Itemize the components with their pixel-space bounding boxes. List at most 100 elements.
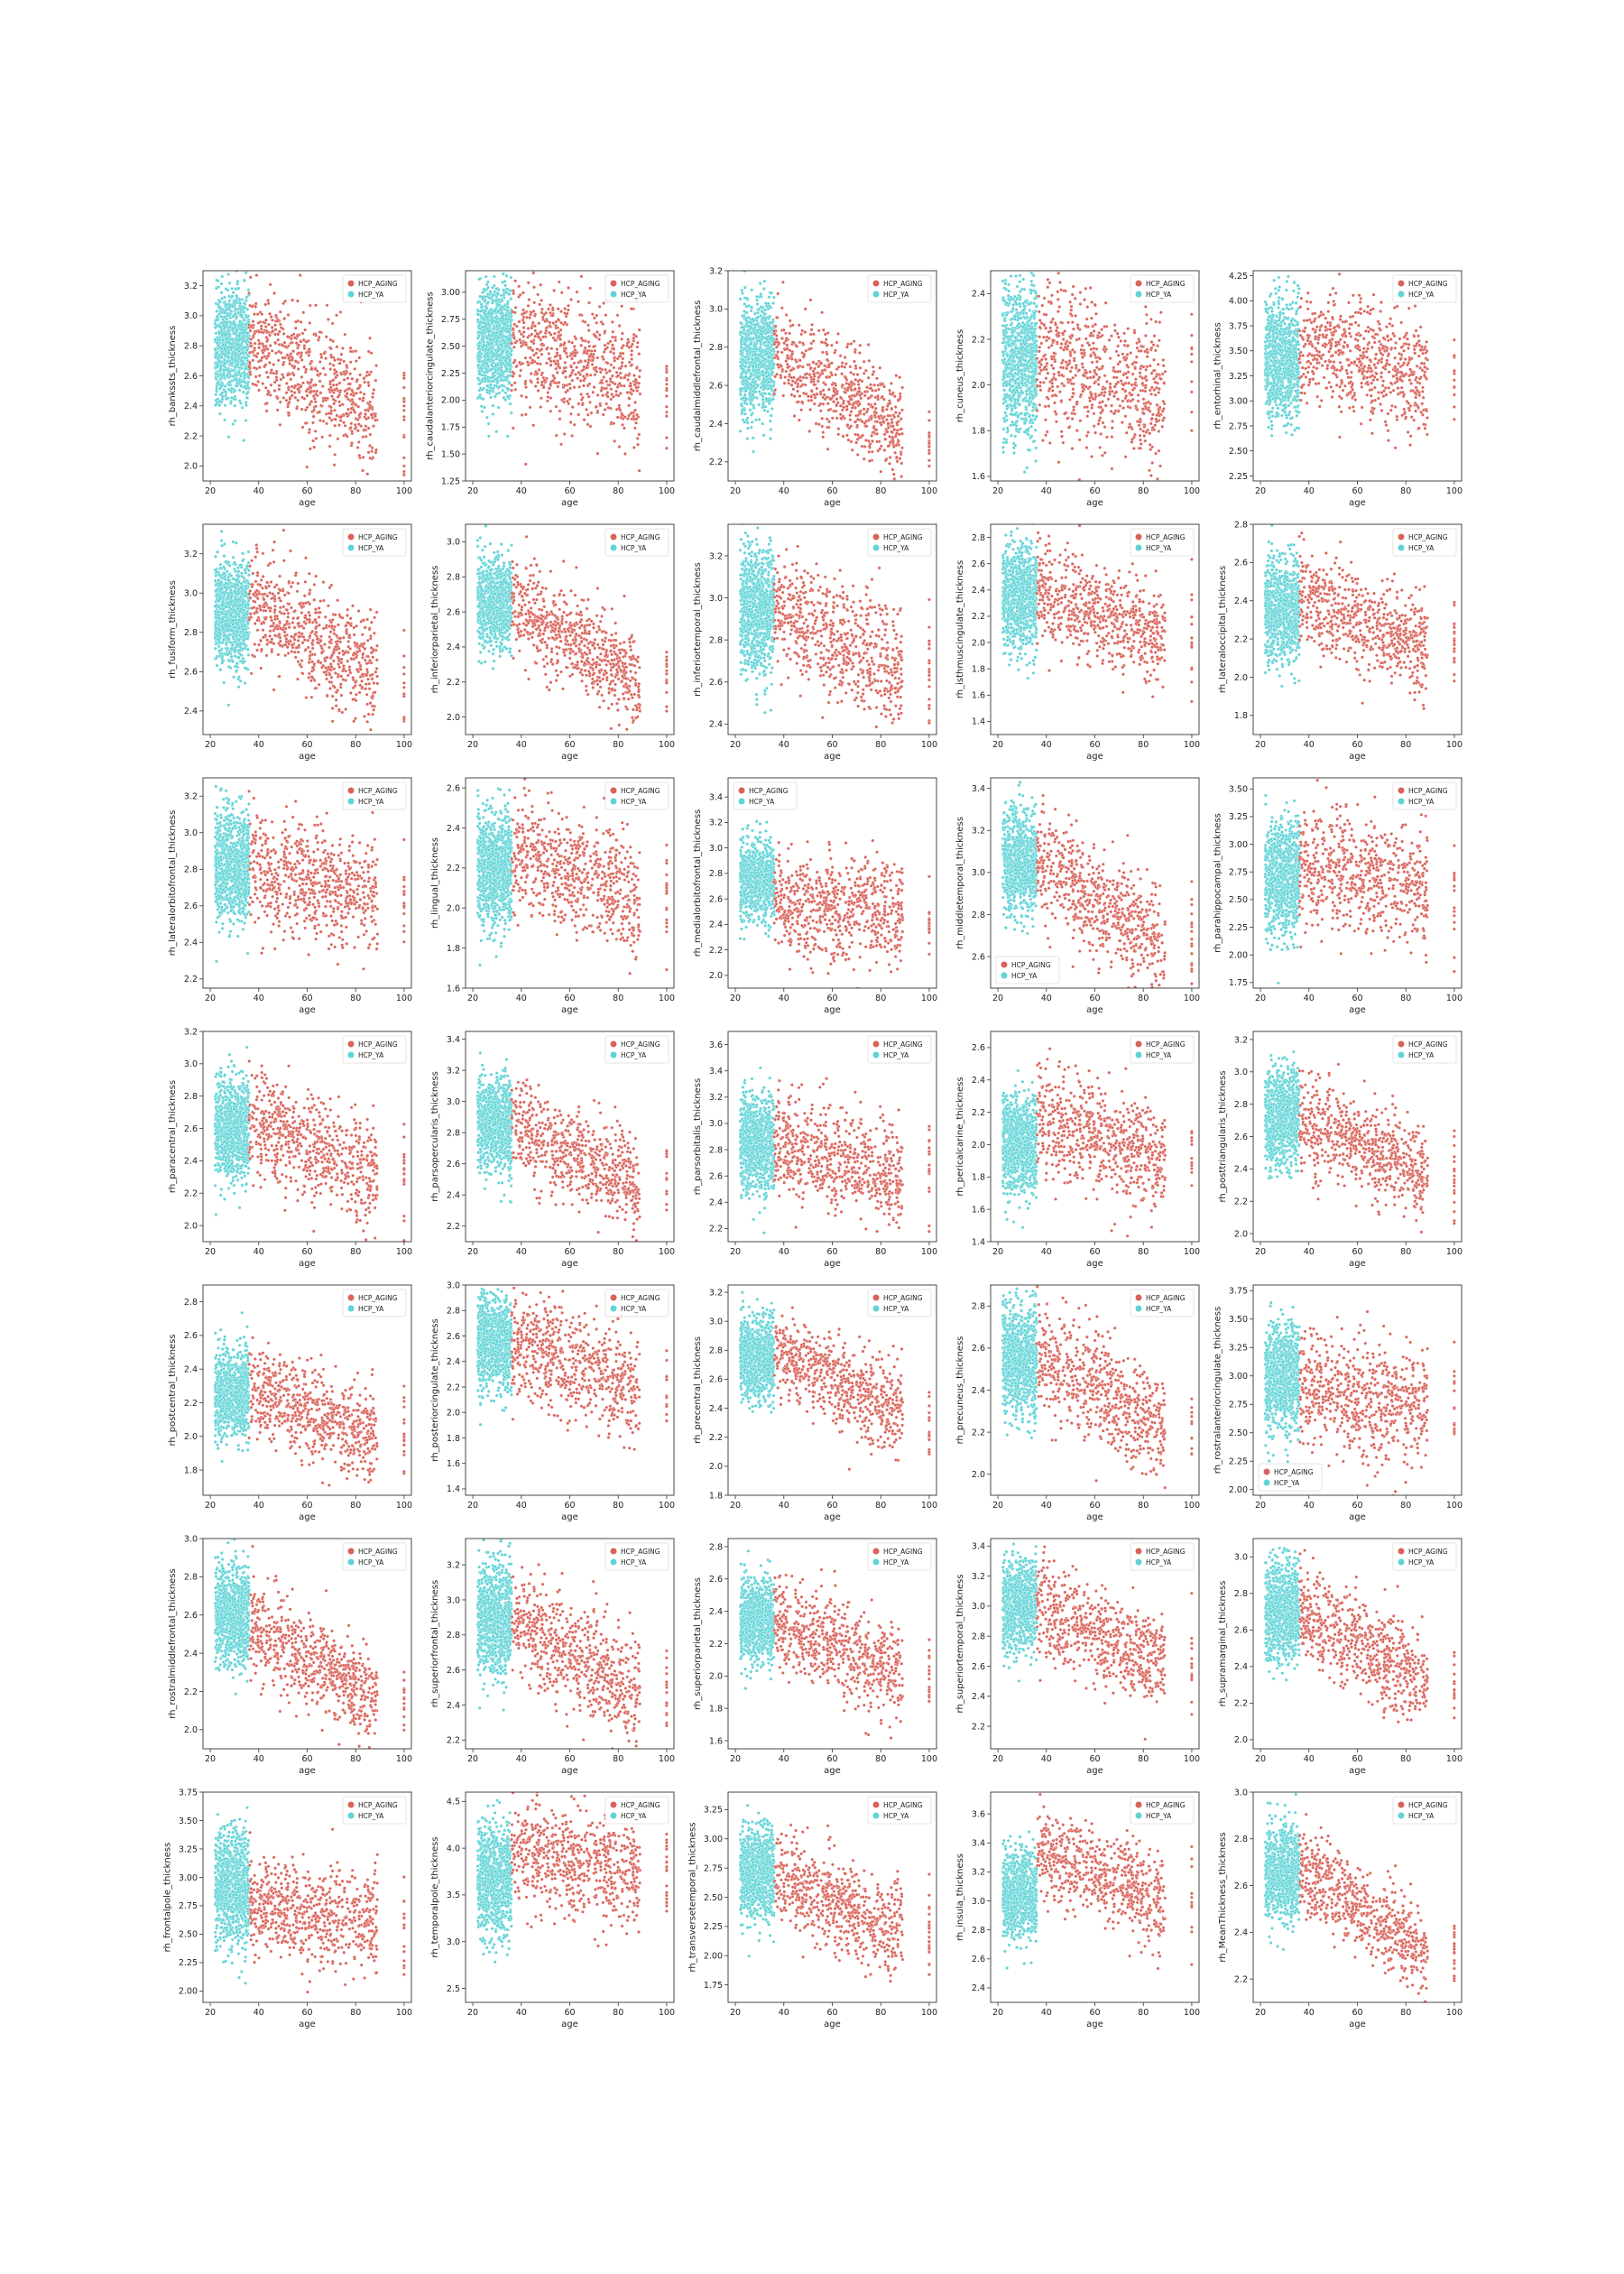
data-point-hcp-aging (532, 353, 536, 357)
data-point-hcp-aging (575, 365, 579, 370)
data-point-hcp-aging (611, 343, 614, 347)
data-point-hcp-aging (328, 347, 333, 351)
data-point-hcp-aging (597, 305, 602, 309)
data-point-hcp-aging (329, 409, 334, 412)
data-point-hcp-ya (491, 371, 495, 375)
data-point-hcp-aging (832, 400, 835, 403)
data-point-hcp-ya (217, 331, 221, 336)
data-point-hcp-aging (549, 409, 553, 413)
data-point-hcp-ya (748, 376, 752, 381)
data-point-hcp-ya (1029, 321, 1034, 326)
data-point-hcp-ya (751, 317, 754, 321)
data-point-hcp-aging (357, 412, 362, 417)
data-point-hcp-aging (350, 398, 355, 402)
data-point-hcp-aging (629, 345, 633, 348)
data-point-hcp-aging (614, 370, 619, 374)
data-point-hcp-aging (556, 359, 559, 363)
data-point-hcp-ya (222, 347, 226, 351)
data-point-hcp-aging (845, 423, 850, 427)
data-point-hcp-aging (900, 475, 904, 478)
data-point-hcp-aging (533, 384, 538, 388)
data-point-hcp-ya (233, 419, 237, 423)
y-tick-label: 3.00 (441, 288, 460, 298)
data-point-hcp-ya (226, 355, 230, 358)
data-point-hcp-aging (927, 441, 931, 446)
data-point-hcp-aging (302, 396, 307, 401)
data-point-hcp-ya (245, 383, 250, 386)
data-point-hcp-aging (849, 424, 854, 429)
data-point-hcp-aging (554, 366, 558, 371)
data-point-hcp-aging (785, 356, 789, 360)
data-point-hcp-ya (226, 273, 230, 276)
data-point-hcp-aging (791, 366, 796, 371)
data-point-hcp-aging (524, 395, 529, 400)
data-point-hcp-ya (222, 368, 226, 372)
data-point-hcp-aging (825, 375, 829, 380)
data-point-hcp-ya (245, 348, 249, 352)
data-point-hcp-ya (221, 343, 225, 347)
data-point-hcp-ya (744, 310, 749, 315)
data-point-hcp-aging (772, 342, 777, 347)
data-point-hcp-aging (899, 491, 901, 494)
data-point-hcp-aging (634, 366, 639, 370)
data-point-hcp-aging (612, 351, 616, 356)
data-point-hcp-aging (348, 372, 353, 376)
data-point-hcp-ya (762, 287, 766, 291)
data-point-hcp-aging (849, 410, 854, 414)
data-point-hcp-aging (531, 423, 536, 428)
data-point-hcp-aging (307, 353, 311, 357)
data-point-hcp-ya (743, 337, 748, 341)
data-point-hcp-aging (819, 361, 824, 365)
data-point-hcp-aging (271, 318, 274, 322)
data-point-hcp-aging (627, 396, 632, 401)
data-point-hcp-aging (595, 411, 600, 414)
data-point-hcp-aging (282, 340, 287, 345)
data-point-hcp-aging (314, 383, 318, 387)
data-point-hcp-aging (582, 418, 586, 421)
data-point-hcp-ya (481, 291, 484, 295)
data-point-hcp-ya (761, 374, 765, 378)
data-point-hcp-aging (898, 457, 902, 460)
data-point-hcp-ya (477, 322, 482, 327)
data-point-hcp-aging (844, 404, 849, 408)
data-point-hcp-ya (478, 350, 482, 355)
data-point-hcp-aging (871, 439, 874, 443)
data-point-hcp-ya (226, 370, 231, 374)
data-point-hcp-aging (857, 386, 862, 391)
data-point-hcp-aging (604, 379, 609, 384)
data-point-hcp-aging (253, 312, 256, 317)
data-point-hcp-aging (835, 397, 839, 402)
data-point-hcp-aging (293, 384, 298, 388)
data-point-hcp-aging (332, 388, 337, 392)
data-point-hcp-aging (321, 366, 326, 371)
data-point-hcp-ya (227, 281, 232, 285)
data-point-hcp-aging (789, 393, 794, 397)
data-point-hcp-aging (568, 373, 573, 377)
data-point-hcp-ya (482, 328, 485, 333)
data-point-hcp-aging (665, 388, 669, 393)
data-point-hcp-aging (630, 363, 634, 367)
data-point-hcp-aging (853, 359, 856, 364)
data-point-hcp-ya (221, 373, 226, 377)
data-point-hcp-aging (621, 331, 624, 336)
data-point-hcp-ya (217, 255, 220, 258)
data-point-hcp-ya (508, 289, 512, 292)
data-point-hcp-ya (767, 347, 771, 350)
data-point-hcp-aging (823, 364, 826, 368)
data-point-hcp-aging (820, 350, 825, 355)
data-point-hcp-aging (271, 329, 275, 333)
data-point-hcp-ya (214, 356, 217, 360)
data-point-hcp-ya (749, 309, 753, 313)
data-point-hcp-ya (245, 315, 248, 319)
data-point-hcp-aging (821, 402, 826, 406)
data-point-hcp-aging (307, 430, 311, 435)
data-point-hcp-aging (263, 348, 266, 352)
data-point-hcp-ya (743, 359, 747, 364)
data-point-hcp-aging (866, 375, 871, 380)
data-point-hcp-aging (330, 321, 335, 326)
data-point-hcp-aging (540, 383, 544, 387)
data-point-hcp-aging (582, 374, 586, 378)
data-point-hcp-aging (368, 400, 372, 404)
data-point-hcp-aging (805, 375, 808, 380)
